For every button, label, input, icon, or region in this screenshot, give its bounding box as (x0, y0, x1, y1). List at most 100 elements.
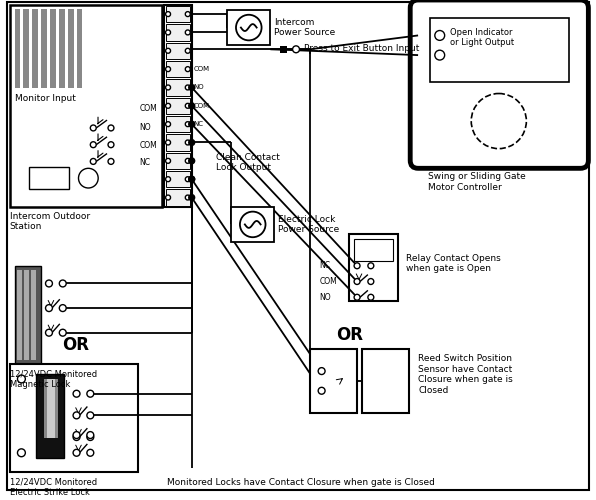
Bar (41, 9, 47, 88)
Circle shape (166, 12, 170, 16)
Circle shape (166, 195, 170, 200)
Text: Electric Lock
Power Source: Electric Lock Power Source (278, 214, 340, 234)
Circle shape (166, 104, 170, 108)
Text: Press to Exit Button Input: Press to Exit Button Input (304, 44, 419, 54)
Circle shape (73, 412, 80, 419)
Circle shape (368, 278, 374, 284)
Bar (166, 98, 190, 114)
Circle shape (87, 434, 94, 440)
Circle shape (45, 280, 52, 287)
Bar (24, 270, 29, 360)
Circle shape (87, 412, 94, 419)
Text: NC: NC (194, 121, 204, 127)
Bar (47, 379, 55, 438)
Circle shape (60, 280, 66, 287)
Text: Monitored Locks have Contact Closure when gate is Closed: Monitored Locks have Contact Closure whe… (167, 478, 435, 487)
Circle shape (185, 140, 190, 145)
Circle shape (318, 388, 325, 394)
Bar (76, 9, 82, 88)
Bar (166, 116, 190, 132)
Bar (44, 379, 58, 438)
Bar (29, 168, 69, 189)
Circle shape (60, 304, 66, 312)
Circle shape (166, 122, 170, 126)
Text: Monitor Input: Monitor Input (14, 94, 76, 102)
Bar (349, 234, 398, 301)
Text: COM: COM (139, 104, 157, 113)
Bar (166, 42, 190, 59)
Circle shape (354, 263, 360, 268)
Circle shape (185, 30, 190, 35)
Bar (17, 270, 23, 360)
Bar (50, 9, 56, 88)
Bar (10, 5, 162, 206)
Circle shape (108, 158, 114, 164)
Circle shape (189, 176, 195, 182)
Circle shape (73, 450, 80, 456)
Circle shape (185, 12, 190, 16)
Text: Intercom Outdoor
Station: Intercom Outdoor Station (10, 212, 90, 231)
Circle shape (73, 432, 80, 438)
Circle shape (166, 140, 170, 145)
Text: 12/24VDC Monitored
Magnetic Lock: 12/24VDC Monitored Magnetic Lock (10, 369, 97, 388)
Circle shape (236, 15, 262, 40)
Bar (166, 190, 190, 206)
Bar (227, 10, 271, 46)
Circle shape (166, 176, 170, 182)
Bar (36, 374, 64, 458)
Circle shape (185, 195, 190, 200)
Text: Swing or Sliding Gate
Motor Controller: Swing or Sliding Gate Motor Controller (428, 172, 526, 192)
Circle shape (45, 329, 52, 336)
Bar (59, 9, 65, 88)
Circle shape (87, 432, 94, 438)
Bar (14, 9, 20, 88)
Text: Open Indicator
or Light Output: Open Indicator or Light Output (449, 28, 514, 47)
Circle shape (189, 194, 195, 200)
Circle shape (240, 212, 266, 237)
Circle shape (166, 85, 170, 90)
FancyBboxPatch shape (410, 0, 588, 168)
Bar (231, 206, 274, 242)
Circle shape (73, 434, 80, 440)
Circle shape (17, 375, 26, 383)
Circle shape (79, 168, 98, 188)
Circle shape (435, 50, 445, 60)
Circle shape (185, 176, 190, 182)
Circle shape (166, 66, 170, 71)
Bar (31, 270, 36, 360)
Circle shape (185, 104, 190, 108)
Circle shape (108, 125, 114, 131)
Text: NO: NO (319, 293, 331, 302)
Circle shape (368, 294, 374, 300)
Circle shape (318, 368, 325, 374)
Circle shape (293, 46, 299, 52)
Text: COM: COM (319, 277, 337, 286)
Circle shape (166, 48, 170, 53)
Circle shape (189, 176, 195, 182)
Bar (362, 350, 409, 414)
Circle shape (91, 142, 96, 148)
Circle shape (60, 329, 66, 336)
Bar (166, 61, 190, 78)
Circle shape (185, 122, 190, 126)
Bar (166, 134, 190, 150)
Text: 12/24VDC Monitored
Electric Strike Lock: 12/24VDC Monitored Electric Strike Lock (10, 478, 97, 497)
Circle shape (91, 158, 96, 164)
Circle shape (17, 449, 26, 456)
Bar (280, 46, 287, 52)
Circle shape (189, 140, 195, 145)
Circle shape (45, 304, 52, 312)
Circle shape (185, 66, 190, 71)
Circle shape (189, 121, 195, 127)
Circle shape (87, 450, 94, 456)
Text: Clean Contact
Lock Output: Clean Contact Lock Output (216, 152, 280, 172)
Text: NC: NC (319, 262, 331, 270)
Text: Intercom
Power Source: Intercom Power Source (274, 18, 336, 37)
Circle shape (189, 158, 195, 164)
Text: COM: COM (194, 66, 210, 72)
Text: COM: COM (139, 141, 157, 150)
Bar (166, 80, 190, 96)
Bar (23, 9, 29, 88)
Text: NO: NO (194, 84, 204, 90)
Circle shape (435, 30, 445, 40)
